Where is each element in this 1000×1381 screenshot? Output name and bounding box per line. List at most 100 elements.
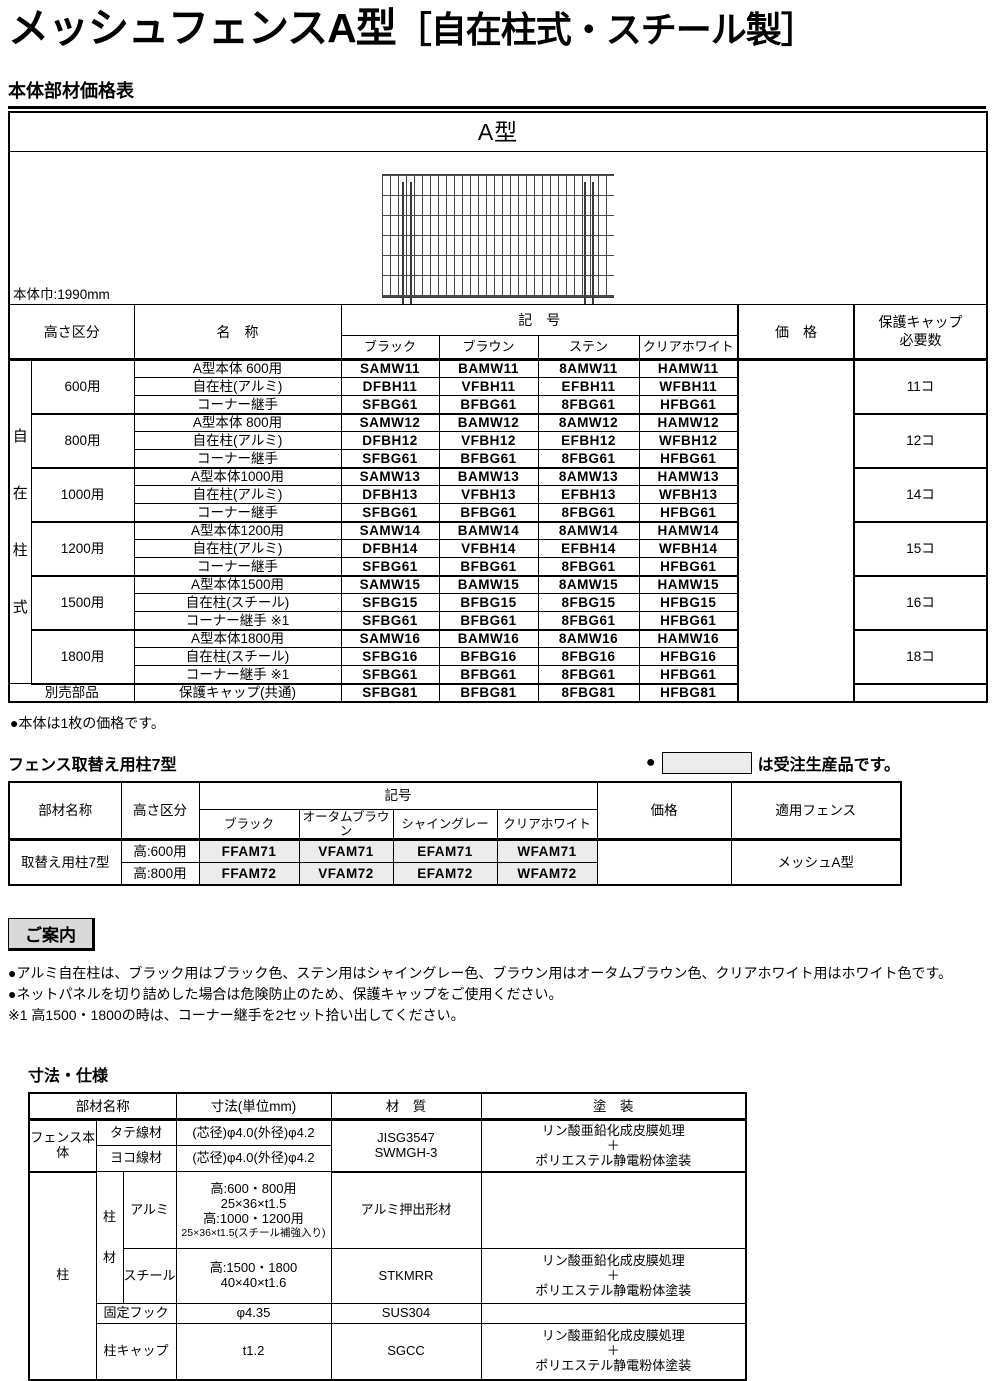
table-row: 1200用 A型本体1200用 SAMW14 BAMW14 8AMW14 HAM…	[9, 521, 988, 577]
table-row: 柱キャップ t1.2 SGCC リン酸亜鉛化成皮膜処理 ＋ ポリエステル静電粉体…	[29, 1323, 747, 1381]
name-cell: 自在柱(アルミ)	[133, 431, 342, 451]
table-row: コーナー継手 SFBG61 BFBG61 8FBG61 HFBG61	[9, 395, 987, 415]
part-name-cell: ヨコ線材	[95, 1145, 177, 1173]
code-cell: BFBG61	[438, 611, 539, 631]
table-row: 高:800用 FFAM72 VFAM72 EFAM72 WFAM72	[9, 862, 901, 886]
code-cell: HFBG16	[638, 647, 739, 667]
code-cell: SAMW14	[340, 521, 440, 541]
table-row: フェンス本体 タテ線材 (芯径)φ4.0(外径)φ4.2 JISG3547 SW…	[28, 1119, 747, 1173]
table-row: 自 在 柱 式 600用 A型本体 600用 SAMW11 BAMW11 8AM…	[8, 359, 988, 703]
table-row: 自在柱(アルミ) DFBH12 VFBH12 EFBH12 WFBH12	[9, 431, 987, 451]
code-cell: DFBH11	[340, 377, 440, 397]
code-cell: FFAM72	[198, 862, 300, 886]
side-label: 自 在 柱 式	[8, 359, 32, 685]
caps-cell: 11コ	[853, 359, 988, 415]
table-header-row: ブラック オータムブラウン シャイングレー クリアホワイト	[9, 808, 901, 842]
price-cell	[737, 359, 855, 703]
code-cell: SFBG81	[340, 683, 440, 703]
fence-illustration	[382, 174, 614, 304]
code-cell: WFBH14	[638, 539, 739, 559]
material-cell: SUS304	[330, 1303, 482, 1325]
price-table-section-label: 本体部材価格表	[8, 77, 986, 110]
code-cell: SFBG61	[340, 395, 440, 415]
code-cell: VFBH14	[438, 539, 539, 559]
height-cell: 1000用	[30, 467, 135, 523]
code-cell: HAMW15	[638, 575, 739, 595]
code-cell: SFBG61	[340, 503, 440, 523]
code-cell: HFBG61	[638, 395, 739, 415]
code-cell: SFBG61	[340, 449, 440, 469]
name-cell: A型本体1200用	[133, 521, 342, 541]
table-row: A型	[8, 111, 988, 153]
main-price-table: A型 本体巾:1990mm 高さ区分 名 称 記 号 価 格 保護キャップ 必要…	[8, 111, 989, 703]
dim-cell: t1.2	[175, 1323, 332, 1381]
code-cell: FFAM71	[198, 839, 300, 864]
table-header-row: 高さ区分 名 称 記 号 価 格 保護キャップ 必要数	[8, 304, 988, 362]
code-cell: SFBG61	[340, 665, 440, 685]
name-col-header: 名 称	[133, 304, 342, 362]
table-row: 取替え用柱7型 高:600用 FFAM71 VFAM71 EFAM71 WFAM…	[8, 839, 902, 886]
name-cell: コーナー継手	[133, 449, 342, 469]
code-cell: BFBG61	[438, 503, 539, 523]
table-row: 自在柱(スチール) SFBG16 BFBG16 8FBG16 HFBG16	[9, 647, 987, 667]
code-cell: HAMW16	[638, 629, 739, 649]
table-row: 800用 A型本体 800用 SAMW12 BAMW12 8AMW12 HAMW…	[9, 413, 988, 469]
material-cell: JISG3547 SWMGH-3	[330, 1119, 482, 1173]
color-header-clearwhite: クリアホワイト	[638, 335, 739, 362]
code-cell: BFBG61	[438, 557, 539, 577]
part-name-cell: 固定フック	[95, 1303, 177, 1325]
guide-note: ※1 高1500・1800の時は、コーナー継手を2セット拾い出してください。	[8, 1007, 465, 1024]
part-col-header: 部材名称	[8, 781, 122, 842]
code-cell: BFBG16	[438, 647, 539, 667]
material-cell: STKMRR	[330, 1248, 482, 1305]
name-cell: コーナー継手	[133, 503, 342, 523]
table-row: 固定フック φ4.35 SUS304	[29, 1303, 747, 1325]
code-cell: VFBH12	[438, 431, 539, 451]
code-cell: HFBG61	[638, 449, 739, 469]
caps-cell: 18コ	[853, 629, 988, 685]
price-cell	[596, 839, 732, 886]
height-cell: 高:600用	[120, 839, 200, 864]
part-group-cell: フェンス本体	[28, 1119, 97, 1173]
code-cell: VFAM71	[298, 839, 394, 864]
coating-cell	[480, 1171, 747, 1250]
guide-note: ●ネットパネルを切り詰めした場合は危険防止のため、保護キャップをご使用ください。	[8, 986, 563, 1003]
fence-post-left	[402, 182, 412, 304]
guide-notes: ●アルミ自在柱は、ブラック用はブラック色、ステン用はシャイングレー色、ブラウン用…	[8, 963, 1000, 1026]
price-col-header: 価格	[596, 781, 732, 842]
code-col-header: 記 号	[340, 304, 739, 337]
panel-illustration-cell: 本体巾:1990mm	[8, 151, 988, 306]
code-cell: HAMW14	[638, 521, 739, 541]
guide-label: ご案内	[8, 918, 95, 952]
coating-cell	[480, 1303, 747, 1325]
code-cell: HFBG61	[638, 557, 739, 577]
caps-cell: 12コ	[853, 413, 988, 469]
code-cell: SAMW16	[340, 629, 440, 649]
code-cell: EFAM72	[392, 862, 498, 886]
name-cell: 自在柱(アルミ)	[133, 485, 342, 505]
cap-col-header-line2: 必要数	[899, 331, 942, 348]
height-cell: 高:800用	[120, 862, 200, 886]
height-cell: 1800用	[30, 629, 135, 685]
code-cell: BFBG61	[438, 449, 539, 469]
side-label-char: 柱	[12, 542, 28, 560]
fence-post-right	[584, 182, 594, 304]
code-cell: HFBG81	[638, 683, 739, 703]
legend-text: は受注生産品です。	[757, 756, 900, 774]
dim-cell: 高:1500・1800 40×40×t1.6	[175, 1248, 332, 1305]
page-title-main: メッシュフェンスA型	[8, 5, 397, 51]
name-cell: A型本体1500用	[133, 575, 342, 595]
panel-width-note: 本体巾:1990mm	[13, 286, 110, 302]
name-cell: コーナー継手	[133, 395, 342, 415]
color-header-shinegray: シャイングレー	[392, 808, 498, 842]
code-cell: 8FBG61	[537, 449, 640, 469]
code-cell: WFAM71	[496, 839, 598, 864]
spec-section-label: 寸法・仕様	[28, 1068, 109, 1086]
coating-cell: リン酸亜鉛化成皮膜処理 ＋ ポリエステル静電粉体塗装	[480, 1323, 747, 1381]
caps-cell: 15コ	[853, 521, 988, 577]
side-label-char: 式	[12, 599, 28, 617]
code-cell: VFBH13	[438, 485, 539, 505]
part-group-cell: 柱	[28, 1171, 97, 1381]
code-cell: BAMW15	[438, 575, 539, 595]
table-row: 自在柱(アルミ) DFBH14 VFBH14 EFBH14 WFBH14	[9, 539, 987, 559]
